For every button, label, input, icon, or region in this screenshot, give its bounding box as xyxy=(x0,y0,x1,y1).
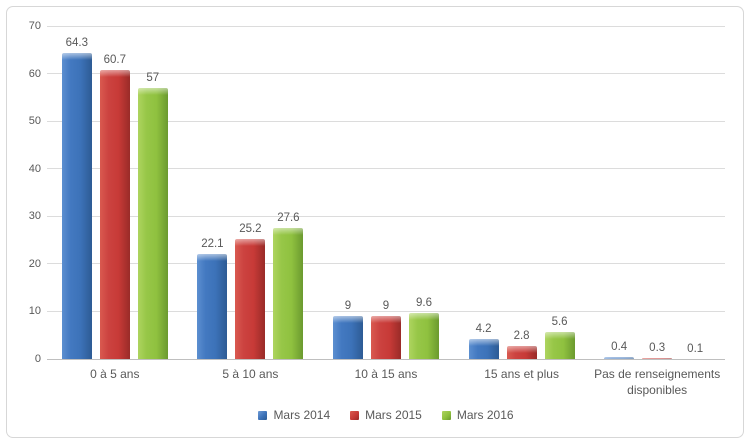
bar-column: 0.3 xyxy=(642,26,673,359)
gridline-y20 xyxy=(47,263,725,265)
y-axis-tick-label: 40 xyxy=(28,162,41,175)
bar-value-label: 2.8 xyxy=(513,329,530,342)
bar-mars-2016 xyxy=(544,332,575,359)
gridline-y40 xyxy=(47,168,725,170)
bar-mars-2014 xyxy=(197,253,228,359)
y-axis-tick-label: 30 xyxy=(28,210,41,223)
bar-value-label: 57 xyxy=(146,71,160,84)
bar-group: 0.4 0.3 0.1 xyxy=(589,26,725,359)
bar-mars-2015 xyxy=(642,357,673,359)
legend-marker-icon xyxy=(441,410,451,420)
y-axis-tick-label: 0 xyxy=(34,353,41,365)
gridline-y60 xyxy=(47,73,725,75)
y-axis-tick-label: 20 xyxy=(28,257,41,270)
bar-mars-2015 xyxy=(370,316,401,359)
x-axis-category-label: 10 à 15 ans xyxy=(354,367,418,381)
bar-value-label: 5.6 xyxy=(551,316,568,329)
gridline-y10 xyxy=(47,310,725,312)
y-axis-tick-label: 60 xyxy=(28,67,41,80)
bar-group: 9 9 9.6 xyxy=(318,26,454,359)
bar-mars-2014 xyxy=(468,339,499,359)
x-axis-category-label: 5 à 10 ans xyxy=(222,367,279,381)
bar-column: 25.2 xyxy=(235,26,266,359)
bar-value-label: 25.2 xyxy=(239,223,262,236)
x-axis-labels: 0 à 5 ans 5 à 10 ans 10 à 15 ans 15 ans et … xyxy=(47,367,725,398)
legend-label: Mars 2015 xyxy=(365,408,422,422)
gridline-y50 xyxy=(47,120,725,122)
bar-mars-2014 xyxy=(332,316,363,359)
y-axis-tick-label: 10 xyxy=(28,305,41,318)
legend-item-mars-2014: Mars 2014 xyxy=(258,408,330,422)
bar-value-label: 9 xyxy=(344,300,352,313)
bar-column: 27.6 xyxy=(273,26,304,359)
bar-group: 64.3 60.7 57 xyxy=(47,26,183,359)
x-axis-category-label: 15 ans et plus xyxy=(484,367,559,381)
bar-mars-2015 xyxy=(235,239,266,359)
bar-column: 4.2 xyxy=(468,26,499,359)
bar-column: 60.7 xyxy=(99,26,130,359)
bar-mars-2016 xyxy=(408,313,439,359)
bar-column: 9 xyxy=(370,26,401,359)
bar-value-label: 9 xyxy=(382,300,390,313)
bar-mars-2015 xyxy=(99,70,130,359)
bar-value-label: 60.7 xyxy=(103,54,126,67)
bar-value-label: 64.3 xyxy=(65,37,88,50)
legend-label: Mars 2016 xyxy=(456,408,514,422)
legend: Mars 2014 Mars 2015 Mars 2016 xyxy=(47,408,725,422)
bar-mars-2016 xyxy=(273,227,304,359)
bar-value-label: 27.6 xyxy=(277,211,300,224)
bar-mars-2014 xyxy=(61,53,92,359)
y-axis-tick-label: 70 xyxy=(28,20,41,32)
bar-mars-2015 xyxy=(506,345,537,359)
bar-column: 22.1 xyxy=(197,26,228,359)
y-axis-tick-label: 50 xyxy=(28,115,41,128)
bar-mars-2016 xyxy=(137,87,168,359)
bar-column: 0.4 xyxy=(604,26,635,359)
bar-group: 22.1 25.2 27.6 xyxy=(183,26,319,359)
plot-area: 64.3 60.7 57 22.1 25.2 27.6 9 9 9.6 4.2 2.8 5.6 0.4 0… xyxy=(47,25,725,360)
bar-value-label: 9.6 xyxy=(415,297,432,310)
legend-item-mars-2016: Mars 2016 xyxy=(441,408,514,422)
x-axis-category-label: 0 à 5 ans xyxy=(90,367,140,381)
bar-value-label: 0.4 xyxy=(611,341,628,354)
gridline-y30 xyxy=(47,215,725,217)
bar-column: 9 xyxy=(332,26,363,359)
legend-marker-icon xyxy=(350,410,360,420)
chart-figure: 64.3 60.7 57 22.1 25.2 27.6 9 9 9.6 4.2 2.8 5.6 0.4 0… xyxy=(6,6,744,438)
bar-value-label: 22.1 xyxy=(201,237,224,250)
bar-column: 2.8 xyxy=(506,26,537,359)
bar-value-label: 4.2 xyxy=(475,323,492,336)
legend-item-mars-2015: Mars 2015 xyxy=(350,408,422,422)
gridline-y70 xyxy=(47,25,725,27)
bar-column: 0.1 xyxy=(680,26,711,359)
legend-label: Mars 2014 xyxy=(273,408,331,422)
bar-group: 4.2 2.8 5.6 xyxy=(454,26,590,359)
bar-mars-2014 xyxy=(604,357,635,359)
bar-column: 5.6 xyxy=(544,26,575,359)
bar-value-label: 0.3 xyxy=(649,341,666,354)
legend-marker-icon xyxy=(258,410,268,420)
bar-column: 64.3 xyxy=(61,26,92,359)
bar-groups: 64.3 60.7 57 22.1 25.2 27.6 9 9 9.6 4.2 2.8 5.6 0.4 0… xyxy=(47,26,725,359)
bar-column: 57 xyxy=(137,26,168,359)
bar-value-label: 0.1 xyxy=(687,342,704,355)
bar-column: 9.6 xyxy=(408,26,439,359)
x-axis-category-label: Pas de renseignements disponibles xyxy=(594,367,721,397)
gridline-y0 xyxy=(47,358,725,360)
